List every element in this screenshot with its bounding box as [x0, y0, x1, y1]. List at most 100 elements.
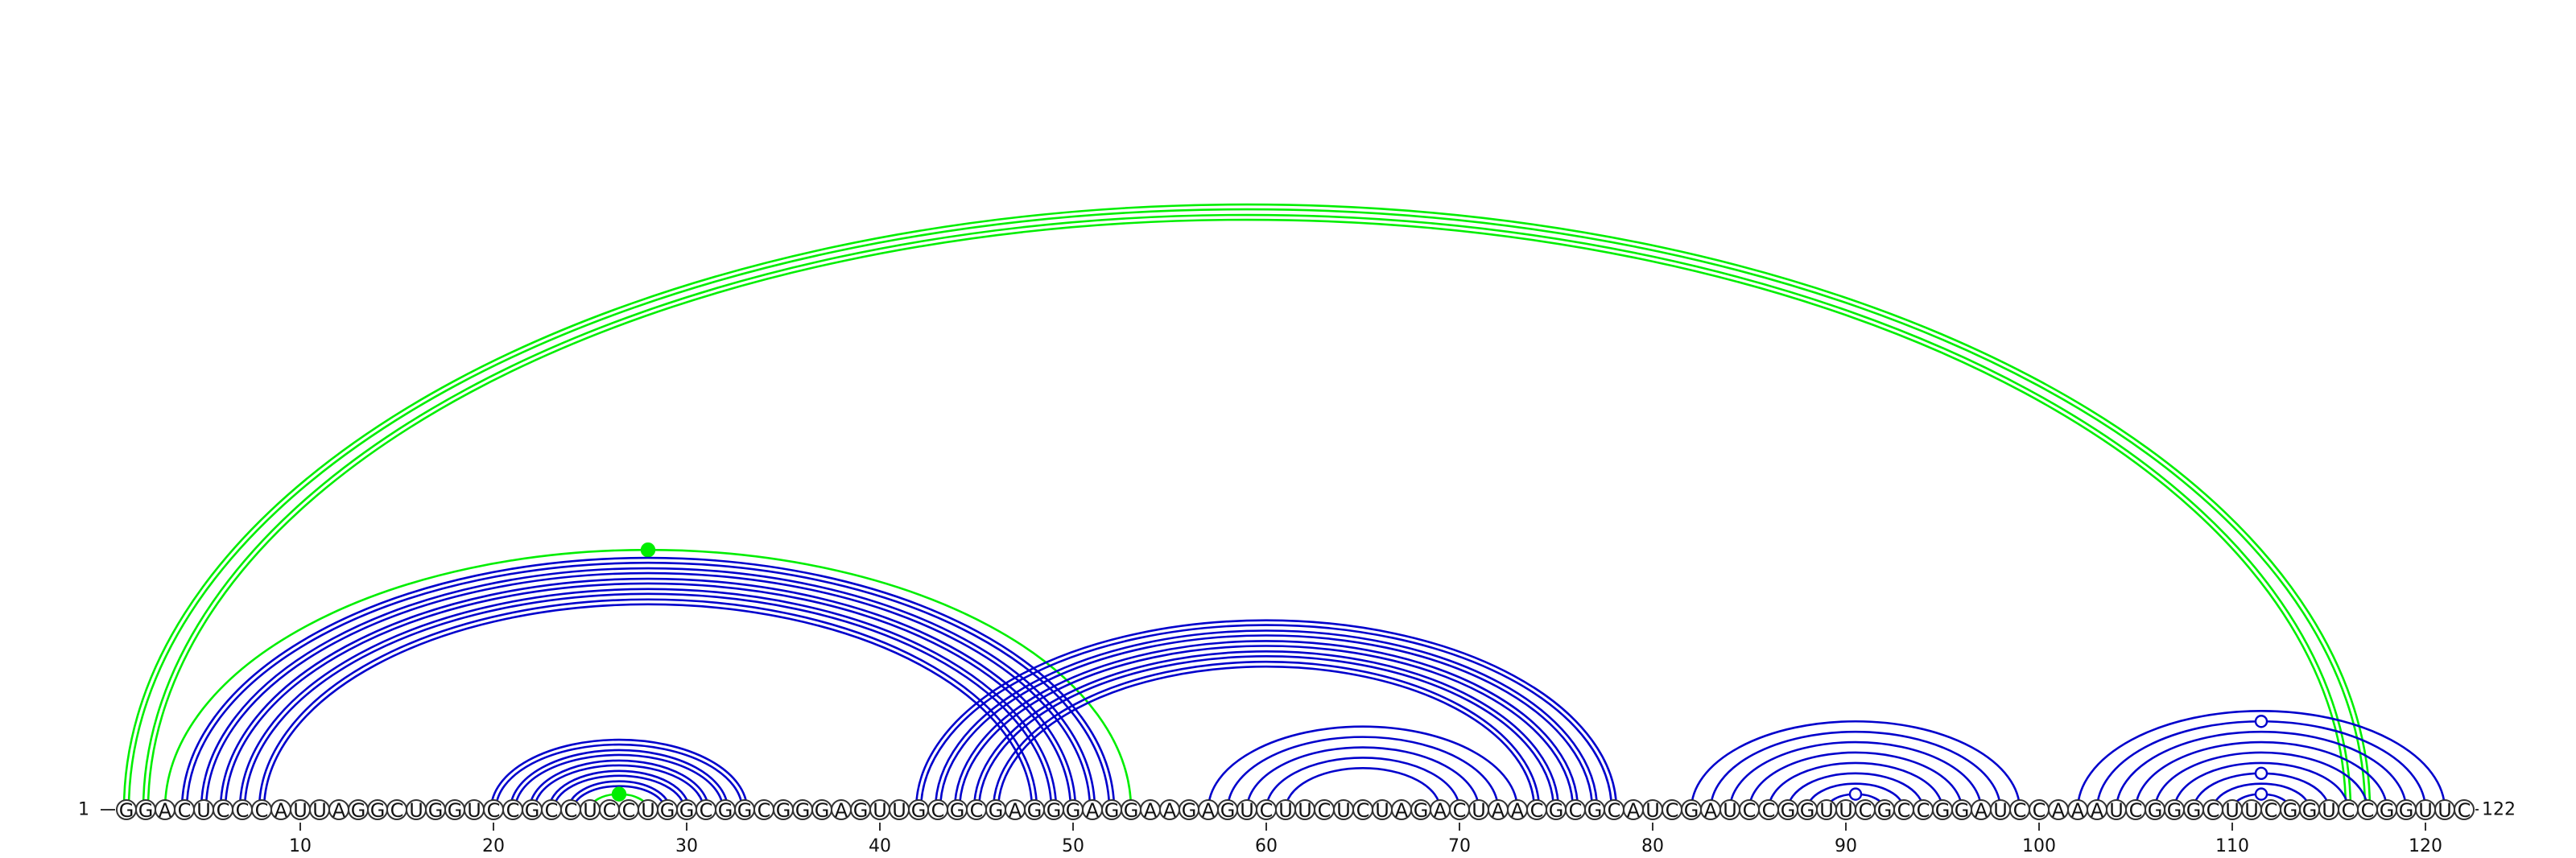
- nucleotide: U: [1333, 799, 1354, 822]
- nucleotide: A: [155, 799, 175, 822]
- nucleotide: C: [174, 799, 195, 822]
- nucleotide: A: [1488, 799, 1509, 822]
- nucleotide: C: [753, 799, 774, 822]
- nucleotide-letter: U: [1375, 799, 1389, 822]
- nucleotide-letter: G: [351, 799, 366, 822]
- nucleotide: C: [1758, 799, 1779, 822]
- nucleotide: A: [1082, 799, 1103, 822]
- nucleotide: U: [1372, 799, 1393, 822]
- arc-stroke: [514, 753, 724, 811]
- nucleotide: C: [618, 799, 639, 822]
- nucleotide-letter: G: [1955, 799, 1970, 822]
- nucleotide: U: [464, 799, 485, 822]
- nucleotide: G: [444, 799, 465, 822]
- nucleotide: U: [1719, 799, 1740, 822]
- nucleotide: G: [1043, 799, 1064, 822]
- base-pair-arc: [1284, 767, 1442, 811]
- nucleotide-letter: G: [428, 799, 444, 822]
- nucleotide-letter: U: [2438, 799, 2452, 822]
- nucleotide: G: [116, 799, 137, 822]
- nucleotide: C: [599, 799, 620, 822]
- nucleotide-letter: C: [1260, 799, 1274, 822]
- nucleotide: U: [2434, 799, 2455, 822]
- nucleotide-letter: C: [2013, 799, 2027, 822]
- arc-stroke: [572, 785, 667, 811]
- nucleotide: G: [1217, 799, 1238, 822]
- nucleotide-letter: G: [2186, 799, 2202, 822]
- nucleotide: U: [1642, 799, 1663, 822]
- nucleotide-letter: C: [2033, 799, 2046, 822]
- nucleotide: C: [1565, 799, 1586, 822]
- nucleotide-letter: C: [2264, 799, 2278, 822]
- base-pair-arc: [2076, 710, 2446, 811]
- nucleotide: G: [1410, 799, 1431, 822]
- nucleotide: C: [1604, 799, 1624, 822]
- nucleotide: A: [2087, 799, 2107, 822]
- nucleotide-letter: A: [1163, 799, 1177, 822]
- nucleotide: A: [2048, 799, 2069, 822]
- nucleotide: C: [560, 799, 581, 822]
- nucleotide: A: [1391, 799, 1412, 822]
- nucleotide-letter: A: [1627, 799, 1641, 822]
- nucleotide: G: [1101, 799, 1122, 822]
- nucleotide-letter: C: [2342, 799, 2355, 822]
- base-pair-arc: [1245, 746, 1480, 811]
- nucleotide-letter: G: [1877, 799, 1893, 822]
- axis-tick-label: 80: [1641, 836, 1664, 856]
- base-pair-arc: [1690, 720, 2021, 811]
- nucleotide: U: [290, 799, 311, 822]
- arc-stroke: [939, 634, 1594, 811]
- nucleotide-letter: G: [853, 799, 869, 822]
- nucleotide: C: [1256, 799, 1277, 822]
- arc-stroke: [992, 660, 1541, 811]
- filled-marker: [640, 542, 656, 558]
- nucleotide-letter: A: [1975, 799, 1988, 822]
- nucleotide: U: [580, 799, 601, 822]
- nucleotide-letter: A: [1144, 799, 1158, 822]
- nucleotide: G: [1024, 799, 1045, 822]
- nucleotide-letter: U: [1993, 799, 2008, 822]
- nucleotide: U: [1294, 799, 1315, 822]
- nucleotide-letter: G: [1182, 799, 1197, 822]
- nucleotide-letter: A: [1202, 799, 1216, 822]
- sequence-end-label: 122: [2482, 800, 2516, 820]
- open-marker: [1848, 787, 1863, 801]
- base-pair-arc: [2192, 766, 2330, 811]
- base-pair-arc: [1806, 782, 1905, 811]
- nucleotide: C: [696, 799, 716, 822]
- arc-stroke: [567, 780, 671, 811]
- nucleotide-letter: C: [1743, 799, 1757, 822]
- arc-stroke: [934, 629, 1599, 811]
- nucleotide-letter: U: [892, 799, 906, 822]
- nucleotide-letter: G: [119, 799, 134, 822]
- position-axis: 10 20 30 40 50 60 70 80 90 100 110 120: [101, 809, 2479, 856]
- nucleotide: G: [522, 799, 543, 822]
- nucleotide-letter: G: [1066, 799, 1081, 822]
- nucleotide-letter: U: [1336, 799, 1351, 822]
- nucleotide-letter: A: [1511, 799, 1525, 822]
- nucleotide: G: [676, 799, 697, 822]
- nucleotide-letter: C: [931, 799, 945, 822]
- base-pair-arcs: [122, 203, 2446, 811]
- nucleotide-letter: U: [1298, 799, 1312, 822]
- nucleotide-letter: G: [1800, 799, 1815, 822]
- nucleotide-letter: G: [2380, 799, 2395, 822]
- nucleotide: G: [2183, 799, 2204, 822]
- nucleotide: G: [348, 799, 369, 822]
- axis-tick-label: 100: [2022, 836, 2056, 856]
- nucleotide-letter: G: [989, 799, 1004, 822]
- nucleotide: C: [2125, 799, 2146, 822]
- arc-stroke: [1786, 772, 1925, 811]
- nucleotide-letter: G: [1124, 799, 1139, 822]
- nucleotide-letter: G: [1935, 799, 1951, 822]
- nucleotide-letter: A: [332, 799, 346, 822]
- nucleotide: A: [1005, 799, 1026, 822]
- nucleotide: A: [1198, 799, 1219, 822]
- nucleotide: G: [2164, 799, 2185, 822]
- base-pair-arc: [992, 660, 1541, 811]
- nucleotide-letter: U: [467, 799, 481, 822]
- base-pair-arc: [122, 203, 2372, 811]
- nucleotide: G: [2396, 799, 2417, 822]
